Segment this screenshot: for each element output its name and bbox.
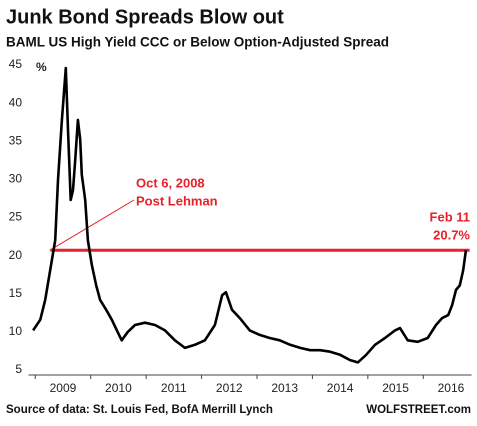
y-tick-label: 30: [9, 172, 23, 186]
credit: WOLFSTREET.com: [366, 404, 471, 416]
y-tick-label: 25: [9, 210, 23, 224]
x-tick-label: 2013: [271, 381, 298, 395]
y-tick-label: 45: [9, 57, 23, 71]
reference-label: 20.7%: [433, 228, 470, 243]
y-tick-label: 20: [9, 248, 23, 262]
y-unit: %: [36, 60, 47, 74]
x-tick-label: 2014: [327, 381, 354, 395]
y-tick-label: 10: [9, 324, 23, 338]
y-tick-label: 15: [9, 286, 23, 300]
x-tick-label: 2015: [382, 381, 409, 395]
y-tick-label: 5: [15, 362, 22, 376]
callout-leader: [49, 199, 135, 251]
line-series: [32, 66, 468, 364]
x-tick-label: 2011: [161, 381, 187, 395]
source: Source of data: St. Louis Fed, BofA Merr…: [6, 404, 273, 416]
x-tick-label: 2010: [105, 381, 132, 395]
callout-text: Post Lehman: [136, 193, 218, 208]
x-tick-label: 2016: [438, 381, 465, 395]
y-tick-label: 35: [9, 133, 23, 147]
reference-date: Feb 11: [430, 210, 470, 225]
y-tick-label: 40: [9, 95, 23, 109]
x-tick-label: 2009: [50, 381, 77, 395]
chart-subtitle: BAML US High Yield CCC or Below Option-A…: [6, 35, 389, 50]
callout-text: Oct 6, 2008: [136, 175, 205, 190]
x-tick-label: 2012: [216, 381, 243, 395]
chart-title: Junk Bond Spreads Blow out: [6, 6, 284, 28]
